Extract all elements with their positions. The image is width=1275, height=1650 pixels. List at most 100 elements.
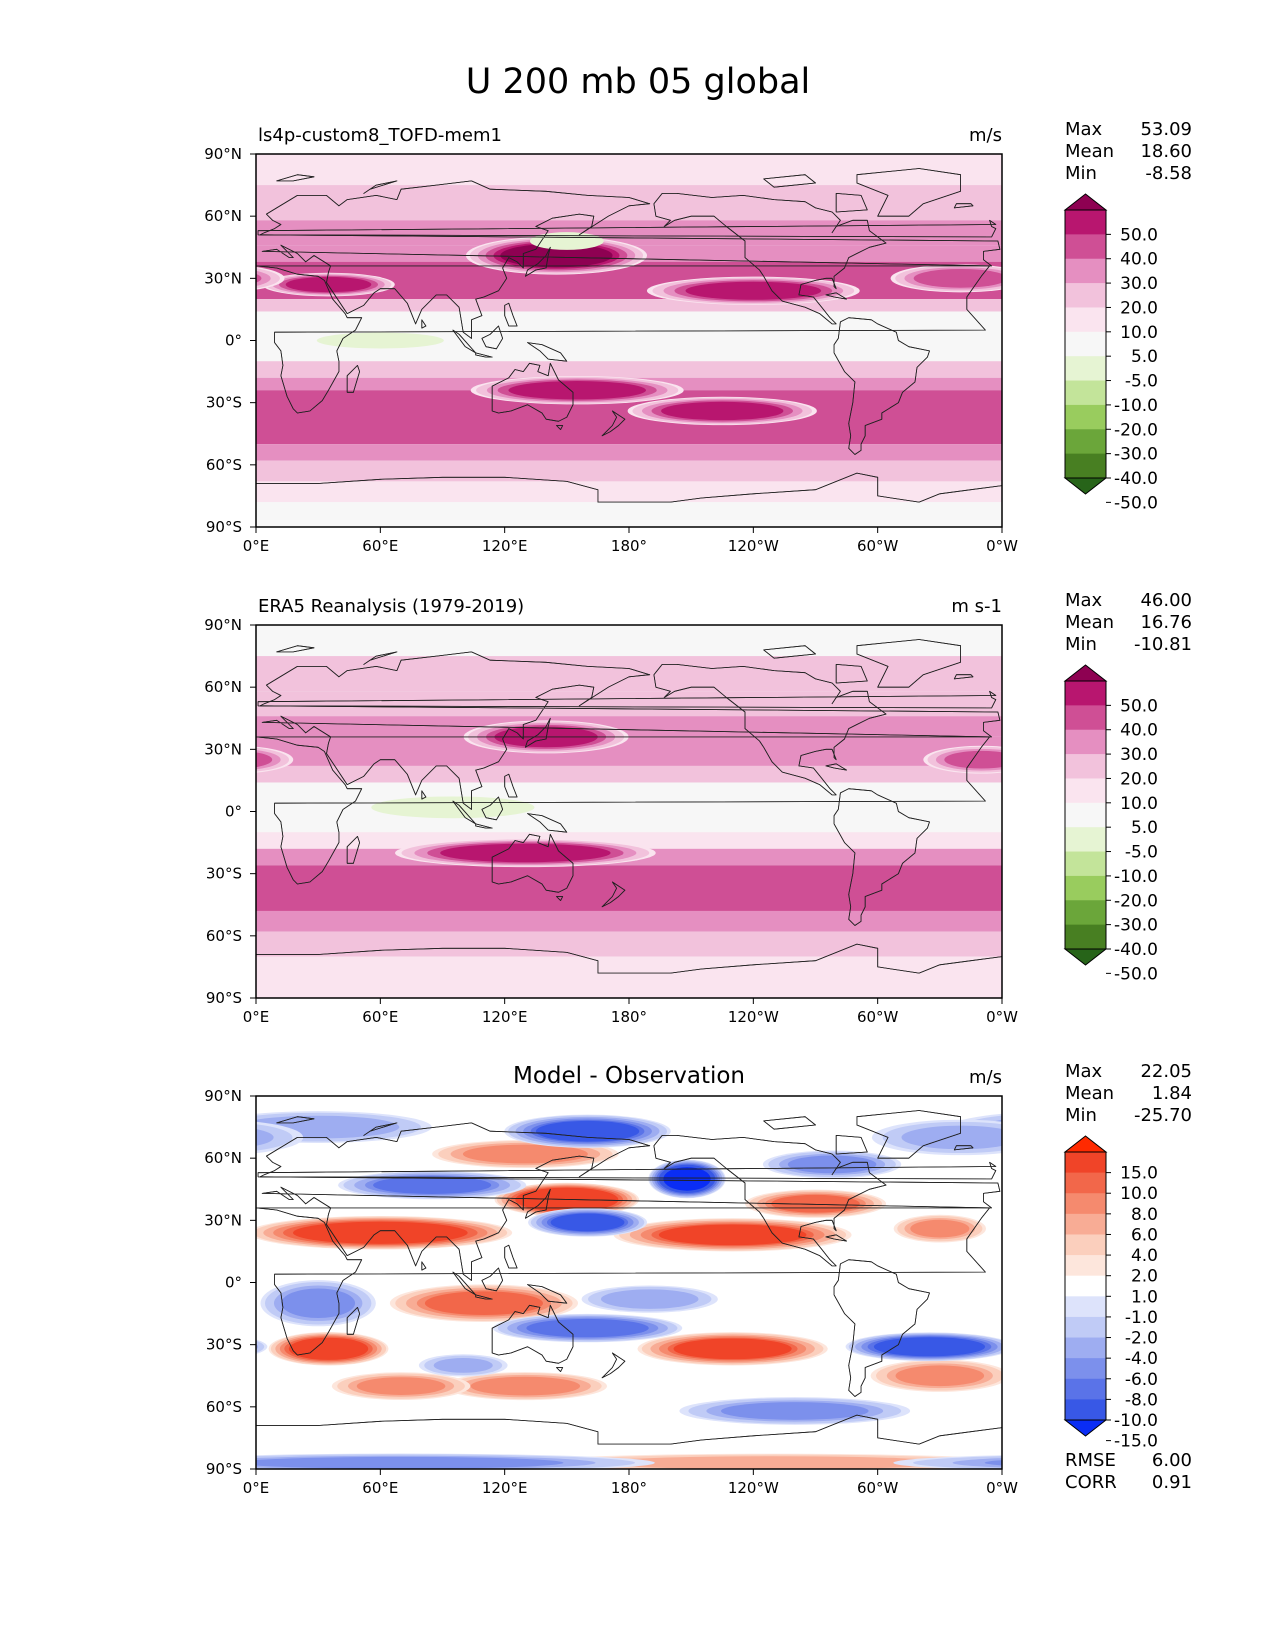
contour-blob [901,1125,1002,1150]
coastline-path [491,362,574,422]
colorbar-frame [1064,680,1107,950]
coastline-path [525,1188,551,1219]
coastline-path [527,813,568,833]
stat-value: 22.05 [1140,1061,1192,1082]
colorbar-segment [1065,851,1106,877]
coastline-path [833,788,930,926]
contour-blob [661,401,784,421]
zonal-band [256,782,1002,833]
contour-blob [685,281,822,300]
coastline-path [363,180,398,194]
map-axes: 0°E 60°E 120°E 180° 120°W 60°W 0°W 90°N 60°N 30°N… [204,616,1018,1026]
coastline-path [833,317,930,455]
contour-blob [462,1144,588,1164]
colorbar-segment [1065,429,1106,455]
zonal-band [256,736,1002,766]
panel-left-title: ls4p-custom8_TOFD-mem1 [258,125,502,146]
colorbar-label: -5.0 [1125,843,1158,863]
x-tick-label: 60°E [362,1479,398,1497]
y-tick-label: 90°S [206,989,242,1007]
zonal-band [256,931,1002,957]
coastline-path [346,1307,360,1335]
zonal-band [256,481,1002,503]
map-axes: 0°E 60°E 120°E 180° 120°W 60°W 0°W 90°N 60°N 30°N… [204,1087,1018,1497]
colorbar-segment [1065,802,1106,828]
stat-value: -25.70 [1134,1105,1192,1126]
colorbar-segment [1065,210,1106,235]
colorbar-segment [1065,1316,1106,1339]
colorbar-segment [1065,875,1106,901]
y-tick-label: 60°S [206,1398,242,1416]
colorbar-segment [1065,1213,1106,1235]
coastline-path [601,1352,626,1379]
contour-blob [256,1339,268,1354]
colorbar-label: -4.0 [1125,1349,1158,1369]
colorbar-segment [1065,778,1106,804]
colorbar-segment [1065,705,1106,731]
colorbar-segment [1065,380,1106,406]
zonal-band [256,716,1002,737]
coastline-path [856,639,961,688]
x-tick-label: 60°W [857,537,899,555]
x-tick-label: 180° [611,537,647,555]
colorbar-label: 40.0 [1120,250,1158,270]
coastline-path [856,168,961,217]
colorbar-segment [1065,453,1106,479]
contour-blob [500,243,613,268]
score-label: RMSE [1065,1450,1116,1471]
colorbar: 15.010.08.06.04.02.01.0-1.0-2.0-4.0-6.0-… [1063,1135,1158,1452]
contour-blob [526,1318,649,1338]
panel-center-title: Model - Observation [513,1063,745,1089]
coastline-path [653,1135,887,1267]
stat-label: Mean [1065,1083,1114,1104]
zonal-band [256,361,1002,378]
stat-label: Min [1065,634,1097,655]
x-tick-label: 0°W [986,1479,1018,1497]
zonal-band [256,502,1002,527]
colorbar-label: 10.0 [1120,1184,1158,1204]
zonal-band [256,220,1002,246]
x-tick-label: 180° [611,1008,647,1026]
y-tick-label: 0° [225,332,242,350]
contour-blob [673,1338,792,1360]
contour-blob [285,276,372,293]
contour-blob [913,268,1002,288]
colorbar-extend-max [1063,1135,1108,1153]
coastline-path [653,193,887,325]
colorbar-segment [1065,1152,1106,1174]
colorbar-segment [1065,307,1106,333]
contour-blob [529,232,604,250]
stat-value: 46.00 [1140,590,1192,611]
colorbar-segment [1065,356,1106,382]
coastline-path [256,472,1002,527]
colorbar-label: 8.0 [1131,1205,1158,1225]
colorbar-segment [1065,331,1106,357]
coastline-path [825,763,847,771]
coastline-path [259,651,1001,810]
coastline-path [953,1145,974,1151]
contour-blob [720,1402,869,1420]
colorbar-segment [1065,1378,1106,1400]
stat-label: Min [1065,1105,1097,1126]
contour-blob [288,1337,369,1360]
stat-value: 18.60 [1140,141,1192,162]
contour-blob [658,1224,807,1246]
colorbar-segment [1065,1255,1106,1277]
coastline-path [259,1122,1001,1281]
zonal-band [256,691,1002,717]
colorbar-extend-max [1063,193,1108,211]
coastline-path [421,319,427,329]
contour-field [256,625,1002,998]
colorbar-segment [1065,754,1106,779]
coastline-path [256,265,990,414]
colorbar-segment [1065,234,1106,260]
colorbar-segment [1065,1275,1106,1297]
zonal-band [256,765,1002,783]
stats-box: Max 46.00 Mean 16.76 Min -10.81 [1065,590,1192,655]
stat-label: Min [1065,163,1097,184]
stat-label: Mean [1065,141,1114,162]
stat-value: 53.09 [1140,119,1192,140]
zonal-band [256,460,1002,482]
colorbar-segment [1065,1358,1106,1380]
colorbar-segment [1065,1337,1106,1359]
